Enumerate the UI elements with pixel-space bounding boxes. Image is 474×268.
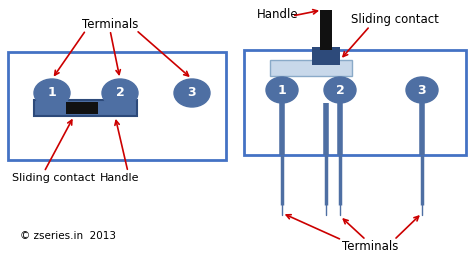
Text: Handle: Handle xyxy=(100,173,140,183)
Text: Handle: Handle xyxy=(257,8,299,20)
Ellipse shape xyxy=(174,79,210,107)
FancyBboxPatch shape xyxy=(270,60,352,76)
Text: Sliding contact: Sliding contact xyxy=(12,173,95,183)
Text: 1: 1 xyxy=(47,87,56,99)
Ellipse shape xyxy=(266,77,298,103)
Ellipse shape xyxy=(406,77,438,103)
FancyBboxPatch shape xyxy=(66,102,98,114)
Text: © zseries.in  2013: © zseries.in 2013 xyxy=(20,231,116,241)
FancyBboxPatch shape xyxy=(244,50,466,155)
Text: 1: 1 xyxy=(278,84,286,96)
Text: 3: 3 xyxy=(418,84,426,96)
Ellipse shape xyxy=(324,77,356,103)
Ellipse shape xyxy=(34,79,70,107)
Text: Terminals: Terminals xyxy=(82,17,138,31)
Text: 2: 2 xyxy=(116,87,124,99)
FancyBboxPatch shape xyxy=(312,47,340,65)
Text: 3: 3 xyxy=(188,87,196,99)
FancyBboxPatch shape xyxy=(8,52,226,160)
Text: Terminals: Terminals xyxy=(342,240,398,252)
Text: Sliding contact: Sliding contact xyxy=(351,13,439,27)
Ellipse shape xyxy=(102,79,138,107)
Text: 2: 2 xyxy=(336,84,345,96)
FancyBboxPatch shape xyxy=(34,100,137,116)
FancyBboxPatch shape xyxy=(320,10,332,50)
